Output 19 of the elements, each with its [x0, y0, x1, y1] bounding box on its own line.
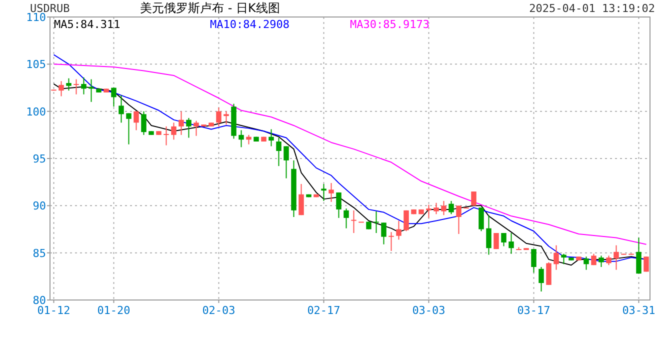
chart-title: 美元俄罗斯卢布 - 日K线图: [140, 1, 280, 15]
text: MA5:84.311: [54, 18, 120, 31]
y-tick-label: 110: [26, 11, 46, 24]
y-tick-label: 95: [32, 152, 46, 166]
x-tick-label: 02-03: [202, 304, 236, 317]
x-tick-label: 03-17: [517, 304, 550, 317]
x-tick-label: 03-03: [412, 304, 446, 317]
y-tick-label: 90: [32, 200, 46, 213]
text: 2025-04-01 13:19:02: [529, 2, 655, 15]
x-tick-label: 01-20: [97, 304, 130, 317]
y-tick-label: 100: [26, 105, 46, 118]
x-tick-label: 01-12: [37, 304, 70, 317]
y-tick-label: 85: [32, 246, 46, 260]
text: MA10:84.2908: [210, 18, 290, 31]
y-tick-label: 105: [26, 58, 46, 72]
x-tick-label: 03-31: [622, 304, 656, 317]
y-tick-label: 80: [32, 294, 46, 307]
text: MA30:85.9173: [350, 18, 430, 31]
x-tick-label: 02-17: [307, 304, 340, 317]
